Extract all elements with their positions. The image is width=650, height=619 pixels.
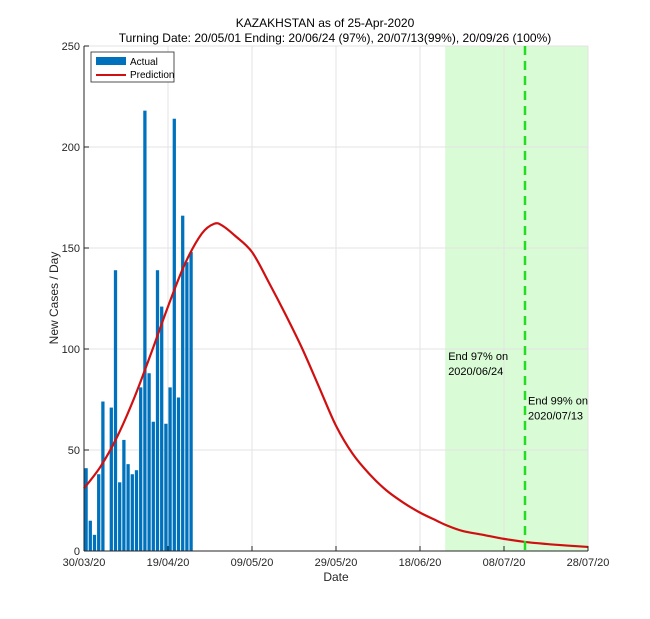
y-axis-label: New Cases / Day [47,252,61,345]
actual-bar [97,474,101,551]
actual-bar [139,387,143,551]
annotation-line: End 97% on [448,351,508,363]
chart-subtitle: Turning Date: 20/05/01 Ending: 20/06/24 … [119,31,552,45]
chart-title: KAZAKHSTAN as of 25-Apr-2020 [236,16,415,30]
y-tick-label: 50 [68,445,80,457]
actual-bar [168,387,172,551]
actual-bar [176,397,181,551]
x-axis-label: Date [323,570,349,584]
actual-bar [160,306,164,551]
annotation-line: End 99% on [528,396,588,408]
actual-bar [147,373,151,551]
x-tick-label: 09/05/20 [231,557,274,569]
actual-bar [164,423,168,551]
actual-bar [155,270,160,551]
x-tick-label: 19/04/20 [147,557,190,569]
legend-actual-label: Actual [130,57,158,68]
x-tick-label: 30/03/20 [63,557,106,569]
actual-bar [101,401,105,551]
actual-bar [189,252,193,552]
actual-bar [92,534,97,551]
prediction-line [83,222,589,549]
legend-prediction-label: Prediction [130,70,174,81]
x-tick-label: 29/05/20 [315,557,358,569]
x-tick-label: 08/07/20 [483,557,526,569]
actual-bar [113,270,118,551]
annotation-line: 2020/07/13 [528,411,583,423]
x-tick-label: 28/07/20 [567,557,610,569]
actual-bar [172,118,176,551]
annotation-end-99: End 99% on 2020/07/13 [528,396,588,423]
actual-bar [130,474,134,551]
x-tick-label: 18/06/20 [399,557,442,569]
legend-actual-swatch [96,57,126,65]
ending-shaded-region [445,46,588,551]
actual-bar [88,520,92,551]
actual-bar [118,482,122,551]
y-tick-label: 100 [62,344,80,356]
annotation-line: 2020/06/24 [448,366,503,378]
y-tick-label: 250 [62,41,80,53]
actual-bar [134,470,139,551]
actual-bar [84,468,88,551]
actual-bar [109,407,113,551]
y-tick-label: 0 [74,546,80,558]
actual-bar [143,110,147,551]
legend: Actual Prediction [90,51,174,83]
y-tick-label: 150 [62,243,80,255]
actual-bar [185,262,189,551]
actual-bar [126,464,130,551]
y-tick-label: 200 [62,142,80,154]
annotation-end-97: End 97% on 2020/06/24 [448,351,508,378]
actual-bar [181,215,185,551]
actual-bar [122,439,126,551]
actual-bar [151,421,155,551]
